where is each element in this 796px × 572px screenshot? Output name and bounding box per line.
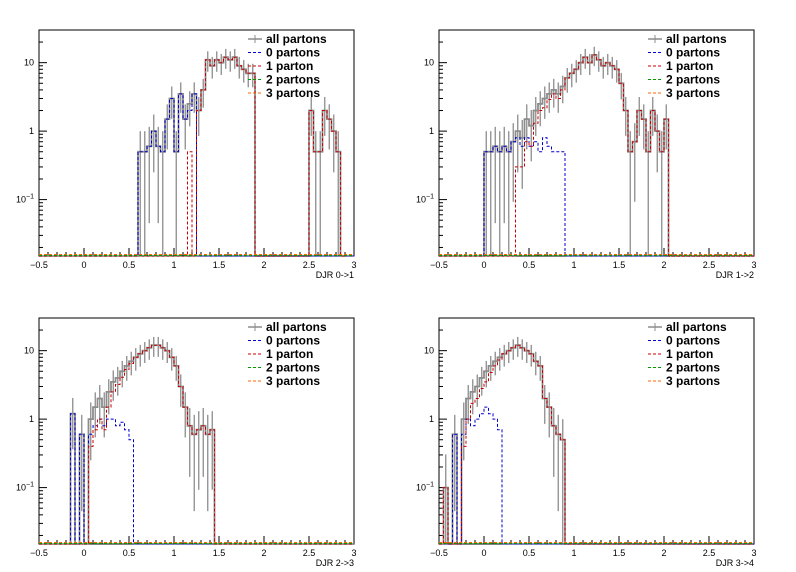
legend-label: 1 parton xyxy=(266,347,313,361)
histogram-panel-3: −0.5 0 0.5 1 1.5 2 2.5 3 10−1 1 10 DJR 2->3 all part… xyxy=(16,317,357,568)
x-tick-label: 2 xyxy=(261,260,266,270)
x-tick-label: 1 xyxy=(571,548,576,558)
x-tick-label: −0.5 xyxy=(30,548,48,558)
legend-label: 2 partons xyxy=(666,361,720,375)
y-tick-label: 10−1 xyxy=(16,194,34,205)
x-tick-label: −0.5 xyxy=(430,548,448,558)
y-tick-label: 10−1 xyxy=(16,482,34,493)
x-tick-label: 2 xyxy=(661,548,666,558)
x-axis-label: DJR 2->3 xyxy=(316,558,354,568)
x-tick-label: 0.5 xyxy=(123,548,136,558)
x-tick-label: 3 xyxy=(351,548,356,558)
legend-label: 0 partons xyxy=(266,334,320,348)
x-tick-label: 0.5 xyxy=(523,260,536,270)
legend-label: 0 partons xyxy=(666,46,720,60)
x-tick-label: −0.5 xyxy=(30,260,48,270)
x-tick-label: 2.5 xyxy=(303,548,316,558)
x-tick-label: 2 xyxy=(661,260,666,270)
legend-label: all partons xyxy=(666,32,727,46)
x-tick-label: 0.5 xyxy=(523,548,536,558)
legend-label: all partons xyxy=(266,320,327,334)
y-tick-label: 1 xyxy=(29,414,34,424)
x-tick-label: 2.5 xyxy=(703,260,716,270)
series-all-partons xyxy=(39,336,354,545)
x-tick-label: 1 xyxy=(171,260,176,270)
x-tick-label: 1.5 xyxy=(213,548,226,558)
x-tick-label: −0.5 xyxy=(430,260,448,270)
y-tick-label: 10−1 xyxy=(416,482,434,493)
legend-label: 2 partons xyxy=(266,73,320,87)
legend-label: 1 parton xyxy=(266,59,313,73)
x-tick-label: 3 xyxy=(351,260,356,270)
histogram-panel-4: −0.5 0 0.5 1 1.5 2 2.5 3 10−1 1 10 DJR 3->4 all part… xyxy=(416,317,757,568)
x-tick-label: 0 xyxy=(81,260,86,270)
y-tick-label: 10−1 xyxy=(416,194,434,205)
series-1-parton xyxy=(439,54,754,257)
y-tick-label: 1 xyxy=(29,126,34,136)
x-tick-label: 2.5 xyxy=(703,548,716,558)
legend-label: 1 parton xyxy=(666,59,713,73)
x-axis-label: DJR 3->4 xyxy=(716,558,754,568)
x-tick-label: 1 xyxy=(571,260,576,270)
x-tick-label: 1.5 xyxy=(213,260,226,270)
x-tick-label: 1.5 xyxy=(613,548,626,558)
x-tick-label: 0 xyxy=(481,548,486,558)
x-tick-label: 1 xyxy=(171,548,176,558)
y-tick-label: 10 xyxy=(424,346,434,356)
x-axis-label: DJR 0->1 xyxy=(316,270,354,280)
legend-label: 3 partons xyxy=(266,86,320,100)
legend-label: 2 partons xyxy=(666,73,720,87)
x-tick-label: 0 xyxy=(81,548,86,558)
y-tick-label: 10 xyxy=(424,58,434,68)
legend-label: 3 partons xyxy=(266,374,320,388)
legend-label: 2 partons xyxy=(266,361,320,375)
x-tick-label: 0.5 xyxy=(123,260,136,270)
x-tick-label: 3 xyxy=(751,548,756,558)
y-tick-label: 10 xyxy=(24,58,34,68)
y-tick-label: 1 xyxy=(429,414,434,424)
legend-label: 0 partons xyxy=(266,46,320,60)
x-tick-label: 0 xyxy=(481,260,486,270)
x-tick-label: 3 xyxy=(751,260,756,270)
y-tick-label: 1 xyxy=(429,126,434,136)
legend-label: all partons xyxy=(266,32,327,46)
x-tick-label: 2.5 xyxy=(303,260,316,270)
histogram-panel-2: −0.5 0 0.5 1 1.5 2 2.5 3 10−1 1 10 DJR 1->2 all part… xyxy=(416,29,757,280)
legend-label: 1 parton xyxy=(666,347,713,361)
legend-label: 0 partons xyxy=(666,334,720,348)
x-axis-label: DJR 1->2 xyxy=(716,270,754,280)
legend-label: 3 partons xyxy=(666,86,720,100)
x-tick-label: 2 xyxy=(261,548,266,558)
y-tick-label: 10 xyxy=(24,346,34,356)
legend-label: all partons xyxy=(666,320,727,334)
histogram-panel-1: −0.5 0 0.5 1 1.5 2 2.5 3 10−1 1 10 DJR 0->1 all part… xyxy=(16,29,357,280)
legend-label: 3 partons xyxy=(666,374,720,388)
x-tick-label: 1.5 xyxy=(613,260,626,270)
series-0-partons xyxy=(439,406,754,545)
